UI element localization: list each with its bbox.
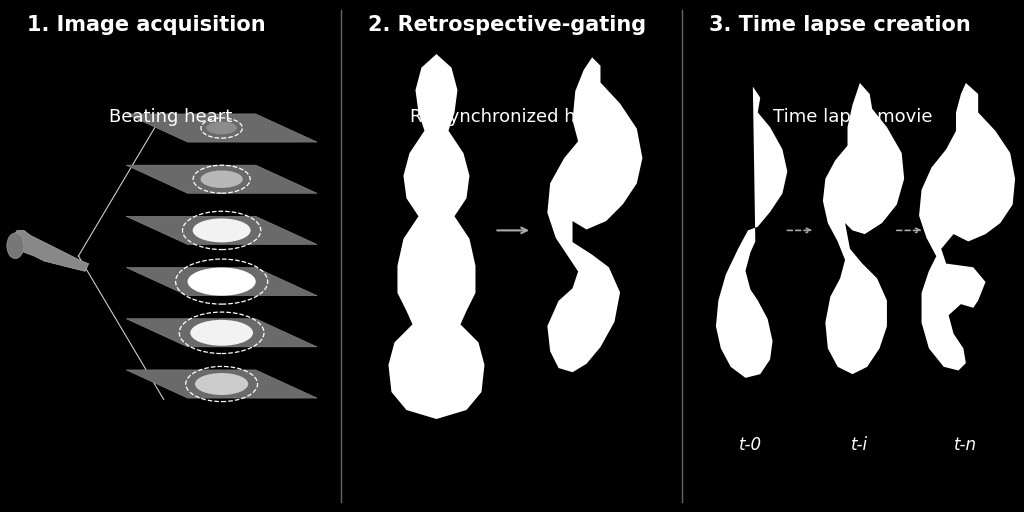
Ellipse shape (201, 170, 243, 188)
Text: t-i: t-i (851, 436, 868, 455)
Ellipse shape (190, 320, 253, 346)
Ellipse shape (193, 219, 251, 242)
Ellipse shape (187, 267, 256, 296)
Text: Re-synchronized heart: Re-synchronized heart (411, 108, 612, 125)
Polygon shape (823, 83, 904, 374)
Circle shape (7, 233, 24, 259)
Polygon shape (548, 57, 642, 372)
Polygon shape (126, 318, 317, 347)
Polygon shape (126, 216, 317, 245)
Text: 1. Image acquisition: 1. Image acquisition (28, 15, 266, 35)
Text: Time lapse movie: Time lapse movie (773, 108, 933, 125)
Polygon shape (126, 267, 317, 296)
Text: 2. Retrospective-gating: 2. Retrospective-gating (369, 15, 646, 35)
Text: t-n: t-n (954, 436, 977, 455)
Text: t-0: t-0 (739, 436, 762, 455)
Polygon shape (10, 230, 89, 271)
Polygon shape (388, 54, 484, 419)
Ellipse shape (195, 373, 248, 395)
Text: 3. Time lapse creation: 3. Time lapse creation (710, 15, 971, 35)
Polygon shape (126, 165, 317, 193)
Polygon shape (920, 83, 1015, 371)
Polygon shape (126, 114, 317, 142)
Polygon shape (716, 87, 787, 378)
Polygon shape (126, 370, 317, 398)
Ellipse shape (206, 122, 237, 134)
Text: Beating heart: Beating heart (109, 108, 232, 125)
